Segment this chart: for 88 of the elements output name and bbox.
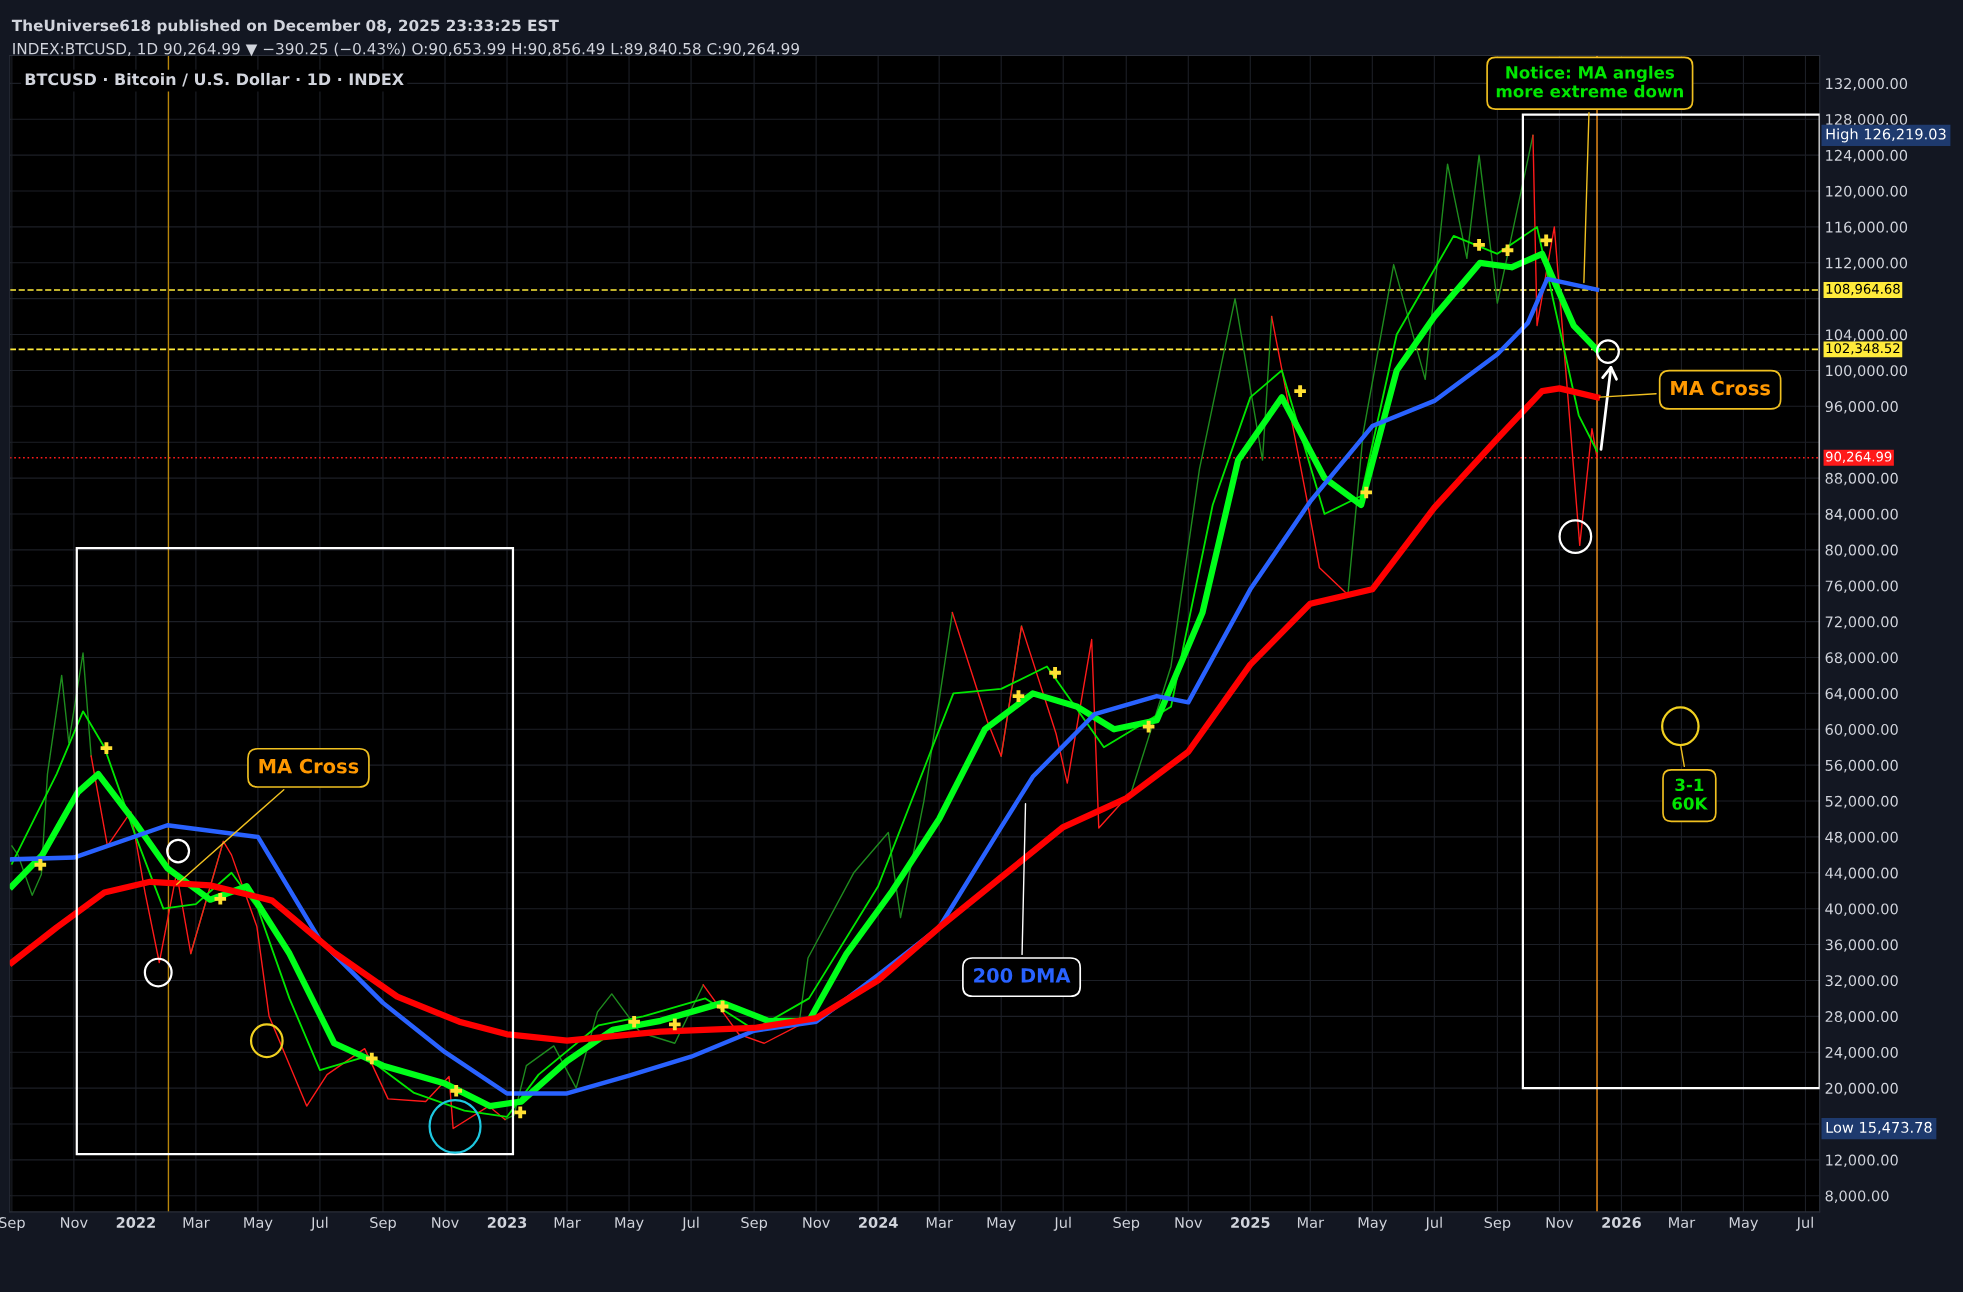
annotation: MA Cross bbox=[1671, 380, 1770, 396]
x-tick-label: Mar bbox=[1669, 1217, 1696, 1229]
x-tick-label: Nov bbox=[1175, 1217, 1203, 1229]
y-tick-label: 84,000.00 bbox=[1825, 508, 1898, 522]
x-tick-label: May bbox=[987, 1217, 1016, 1231]
y-tick-label: 32,000.00 bbox=[1825, 975, 1898, 988]
annotation: MA Cross bbox=[259, 758, 359, 774]
ref-line-label: 108,964.68 bbox=[1826, 283, 1900, 296]
x-tick-label: Sep bbox=[1484, 1217, 1511, 1231]
x-tick-label: Sep bbox=[741, 1217, 768, 1231]
y-tick-label: 96,000.00 bbox=[1825, 401, 1898, 414]
text: Low 15,473.78 bbox=[1826, 1121, 1932, 1135]
point bbox=[1501, 244, 1514, 257]
y-tick-label: 44,000.00 bbox=[1825, 867, 1898, 881]
x-tick-label: Jul bbox=[681, 1216, 699, 1231]
point bbox=[1294, 385, 1306, 397]
annotation: Notice: MA angles more extreme down bbox=[1496, 65, 1683, 98]
x-tick-label: 2022 bbox=[116, 1217, 155, 1229]
point bbox=[365, 1052, 378, 1065]
y-tick-label: 68,000.00 bbox=[1825, 652, 1898, 665]
y-tick-label: 40,000.00 bbox=[1825, 903, 1898, 916]
y-tick-label: 132,000.00 bbox=[1826, 78, 1908, 91]
x-tick-label: 2023 bbox=[487, 1217, 527, 1229]
annotation: 200 DMA bbox=[974, 968, 1071, 983]
text: High 126,219.03 bbox=[1826, 128, 1946, 143]
point bbox=[1012, 690, 1025, 702]
y-tick-label: 76,000.00 bbox=[1825, 580, 1898, 593]
x-tick-label: Mar bbox=[1297, 1217, 1325, 1229]
y-tick-label: 80,000.00 bbox=[1825, 544, 1898, 558]
y-tick-label: 112,000.00 bbox=[1826, 257, 1908, 271]
y-tick-label: 100,000.00 bbox=[1826, 365, 1908, 378]
x-tick-label: May bbox=[1729, 1217, 1759, 1231]
y-tick-label: 28,000.00 bbox=[1825, 1011, 1898, 1024]
x-tick-label: Nov bbox=[803, 1217, 830, 1229]
y-tick-label: 12,000.00 bbox=[1826, 1154, 1898, 1168]
y-tick-label: 56,000.00 bbox=[1825, 759, 1898, 773]
y-tick-label: 64,000.00 bbox=[1825, 688, 1898, 701]
point bbox=[668, 1018, 681, 1031]
ref-line-label: 90,264.99 bbox=[1825, 451, 1892, 463]
x-tick-label: 2026 bbox=[1602, 1217, 1641, 1229]
x-tick-label: Mar bbox=[554, 1217, 581, 1229]
point bbox=[100, 742, 113, 754]
y-tick-label: 124,000.00 bbox=[1826, 149, 1908, 163]
point bbox=[1360, 486, 1373, 499]
y-tick-label: 60,000.00 bbox=[1825, 723, 1898, 737]
point bbox=[1049, 666, 1061, 679]
x-tick-label: Sep bbox=[1113, 1217, 1140, 1231]
point bbox=[34, 858, 47, 871]
x-tick-label: Nov bbox=[1546, 1217, 1574, 1229]
x-tick-label: Mar bbox=[926, 1217, 953, 1229]
y-tick-label: 24,000.00 bbox=[1825, 1046, 1898, 1060]
x-tick-label: May bbox=[1358, 1217, 1387, 1231]
point bbox=[628, 1015, 640, 1028]
x-tick-label: 2025 bbox=[1231, 1217, 1270, 1229]
y-tick-label: 20,000.00 bbox=[1825, 1082, 1898, 1096]
x-tick-label: May bbox=[615, 1217, 644, 1231]
point bbox=[450, 1084, 462, 1097]
y-tick-label: 116,000.00 bbox=[1826, 221, 1908, 235]
point bbox=[214, 893, 227, 905]
y-tick-label: 72,000.00 bbox=[1825, 616, 1898, 629]
x-tick-label: Sep bbox=[0, 1217, 25, 1231]
x-tick-label: May bbox=[244, 1217, 273, 1231]
x-tick-label: Jul bbox=[1795, 1216, 1813, 1231]
ref-line-label: 102,348.52 bbox=[1826, 343, 1900, 355]
y-tick-label: 120,000.00 bbox=[1826, 185, 1908, 199]
x-tick-label: Jul bbox=[1424, 1216, 1442, 1231]
point bbox=[514, 1106, 527, 1119]
x-tick-label: Jul bbox=[310, 1216, 328, 1231]
y-tick-label: 48,000.00 bbox=[1825, 831, 1898, 845]
x-tick-label: Jul bbox=[1053, 1216, 1071, 1231]
annotation: INDEX:BTCUSD, 1D 90,264.99 ▼ −390.25 (−0.43%) O:90,653.99 H:90,856.49 L:89,840.58 C:90,264.99 bbox=[13, 42, 799, 57]
y-tick-label: 8,000.00 bbox=[1825, 1190, 1889, 1203]
y-tick-label: 52,000.00 bbox=[1825, 795, 1898, 809]
point bbox=[1540, 234, 1552, 247]
y-tick-label: 88,000.00 bbox=[1825, 472, 1898, 486]
x-tick-label: Nov bbox=[61, 1217, 88, 1229]
y-tick-label: 128,000.00 bbox=[1826, 113, 1908, 127]
text: TheUniverse618 published on December 08, 2025 23:33:25 EST bbox=[11, 19, 559, 35]
y-tick-label: 36,000.00 bbox=[1825, 939, 1898, 952]
point bbox=[1142, 720, 1155, 733]
x-tick-label: 2024 bbox=[859, 1217, 898, 1229]
x-tick-label: Nov bbox=[432, 1217, 459, 1229]
x-tick-label: Sep bbox=[370, 1217, 396, 1231]
text: BTCUSD · Bitcoin / U.S. Dollar · 1D · INDEX bbox=[25, 72, 404, 87]
x-tick-label: Mar bbox=[183, 1217, 210, 1229]
y-tick-label: 104,000.00 bbox=[1826, 329, 1908, 342]
point bbox=[1473, 239, 1485, 251]
annotation: 3-1 60K bbox=[1672, 778, 1708, 810]
